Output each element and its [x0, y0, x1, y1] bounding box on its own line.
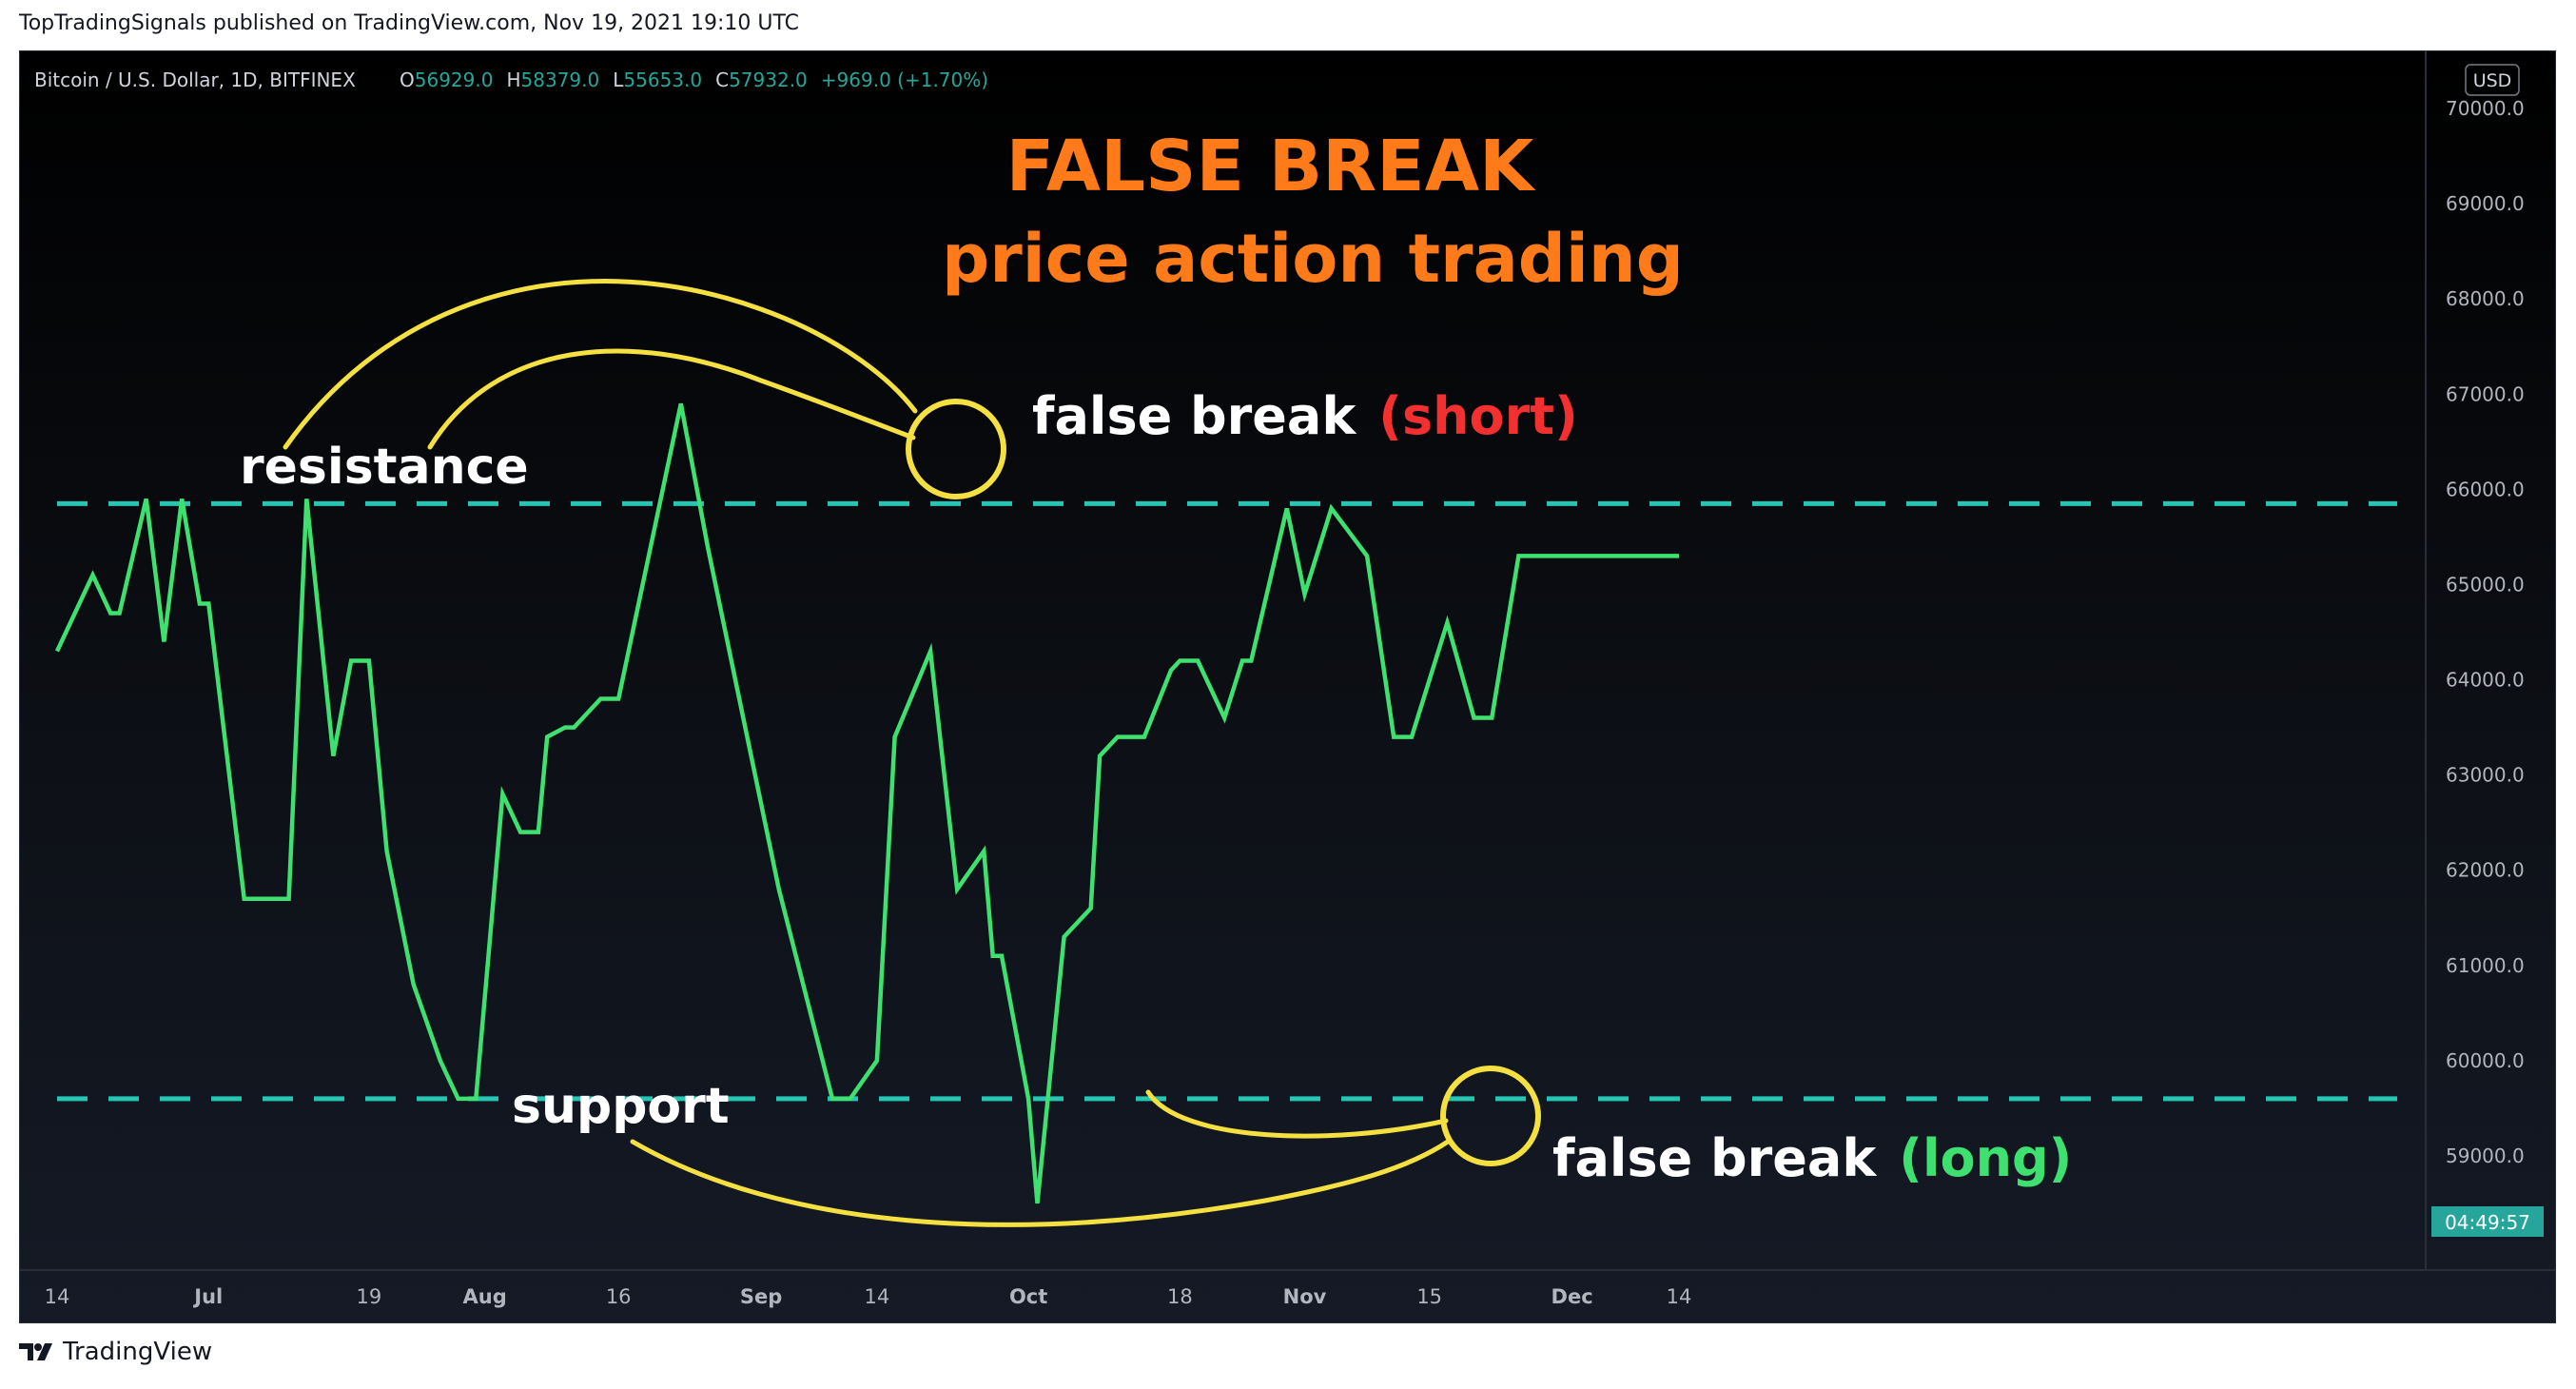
countdown-badge	[2431, 1206, 2544, 1237]
legend-close-value: 57932.0	[729, 68, 808, 91]
x-tick-label: 19	[357, 1285, 382, 1308]
x-tick-label: Jul	[192, 1285, 223, 1308]
support-label: support	[512, 1078, 730, 1135]
false-break-long-label: false break (long)	[1552, 1128, 2072, 1188]
short-highlight-circle	[906, 399, 1006, 499]
false-break-long-text: false break	[1552, 1128, 1877, 1188]
legend-close-label: C	[715, 68, 729, 91]
resistance-label: resistance	[240, 439, 529, 496]
y-tick-label: 64000.0	[2446, 669, 2525, 692]
y-tick-label: 60000.0	[2446, 1049, 2525, 1072]
chart-panel	[19, 50, 2556, 1323]
legend-ohlc: O56929.0 H58379.0 L55653.0 C57932.0 +969.0 (…	[400, 68, 988, 91]
x-tick-label: Sep	[740, 1285, 782, 1308]
y-tick-label: 61000.0	[2446, 954, 2525, 977]
x-tick-label: 14	[865, 1285, 890, 1308]
y-tick-layer: 70000.0 69000.0 68000.0 67000.0 66000.0 65000…	[2446, 97, 2525, 1167]
y-tick-label: 66000.0	[2446, 478, 2525, 500]
curves-layer	[283, 279, 1451, 1227]
x-tick-label: Nov	[1283, 1285, 1327, 1308]
footer: TradingView	[19, 1338, 212, 1366]
long-highlight-circle	[1440, 1066, 1541, 1166]
resistance-arc-inner	[427, 348, 916, 450]
legend-low-value: 55653.0	[623, 68, 702, 91]
y-tick-label: 70000.0	[2446, 97, 2525, 120]
support-arc-inner	[1145, 1089, 1449, 1139]
y-tick-label: 62000.0	[2446, 859, 2525, 882]
legend-open-value: 56929.0	[415, 68, 494, 91]
y-tick-label: 69000.0	[2446, 192, 2525, 215]
long-tag: (long)	[1899, 1128, 2072, 1188]
legend-symbol: Bitcoin / U.S. Dollar, 1D, BITFINEX	[34, 68, 356, 91]
legend-open-label: O	[400, 68, 415, 91]
currency-badge-frame[interactable]	[2465, 64, 2520, 96]
y-tick-label: 68000.0	[2446, 287, 2525, 310]
publisher-line: TopTradingSignals published on TradingVi…	[19, 11, 800, 35]
legend-high-label: H	[506, 68, 520, 91]
false-break-short-text: false break	[1032, 386, 1356, 446]
resistance-arc-outer	[283, 279, 918, 450]
price-line-series	[54, 402, 1679, 1204]
legend-high-value: 58379.0	[521, 68, 600, 91]
x-tick-label: 18	[1167, 1285, 1193, 1308]
y-tick-label: 67000.0	[2446, 382, 2525, 405]
currency-badge[interactable]: USD	[2473, 70, 2512, 91]
y-tick-label: 63000.0	[2446, 764, 2525, 787]
y-tick-label: 59000.0	[2446, 1144, 2525, 1167]
footer-brand: TradingView	[63, 1338, 213, 1366]
x-tick-label: Aug	[463, 1285, 507, 1308]
x-tick-label: Oct	[1009, 1285, 1047, 1308]
title-line-2: price action trading	[942, 220, 1684, 298]
x-tick-label: Dec	[1551, 1285, 1593, 1308]
x-tick-label: 15	[1416, 1285, 1442, 1308]
title-line-1: FALSE BREAK	[1006, 126, 1536, 207]
levels-layer	[57, 500, 2397, 1102]
series-layer	[54, 402, 1679, 1204]
x-tick-label: 14	[45, 1285, 70, 1308]
false-break-short-label: false break (short)	[1032, 386, 1578, 446]
legend-low-label: L	[613, 68, 624, 91]
x-tick-layer: 14 Jul 19 Aug 16 Sep 14 Oct 18 Nov 15 Dec 14	[45, 1285, 1692, 1308]
countdown-text: 04:49:57	[2445, 1211, 2530, 1234]
short-tag: (short)	[1378, 386, 1578, 446]
x-tick-label: 16	[606, 1285, 632, 1308]
y-tick-label: 65000.0	[2446, 573, 2525, 596]
legend-change: +969.0 (+1.70%)	[821, 68, 988, 91]
support-arc-outer	[630, 1139, 1451, 1227]
x-tick-label: 14	[1667, 1285, 1692, 1308]
tradingview-logo-icon	[19, 1343, 52, 1360]
